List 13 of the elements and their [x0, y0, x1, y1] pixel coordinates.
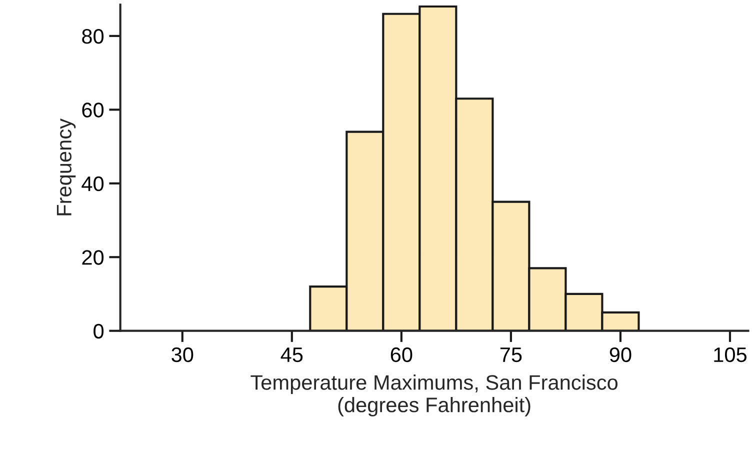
x-tick-label: 45 [280, 348, 303, 362]
y-tick-label: 20 [82, 250, 104, 265]
y-tick-label: 0 [94, 324, 104, 339]
x-tick-label: 30 [172, 347, 194, 362]
x-tick-label: 60 [390, 347, 412, 362]
x-axis-title: Temperature Maximums, San Francisco (degrees Fahrenheit) [250, 374, 618, 416]
y-tick-label: 40 [82, 176, 104, 192]
x-tick-label: 90 [610, 347, 632, 362]
x-tick-label: 105 [714, 347, 746, 362]
y-tick-label: 80 [82, 28, 104, 44]
x-tick-label: 75 [500, 348, 522, 362]
y-axis-title: Frequency [56, 118, 76, 216]
y-tick-label: 60 [82, 102, 104, 118]
